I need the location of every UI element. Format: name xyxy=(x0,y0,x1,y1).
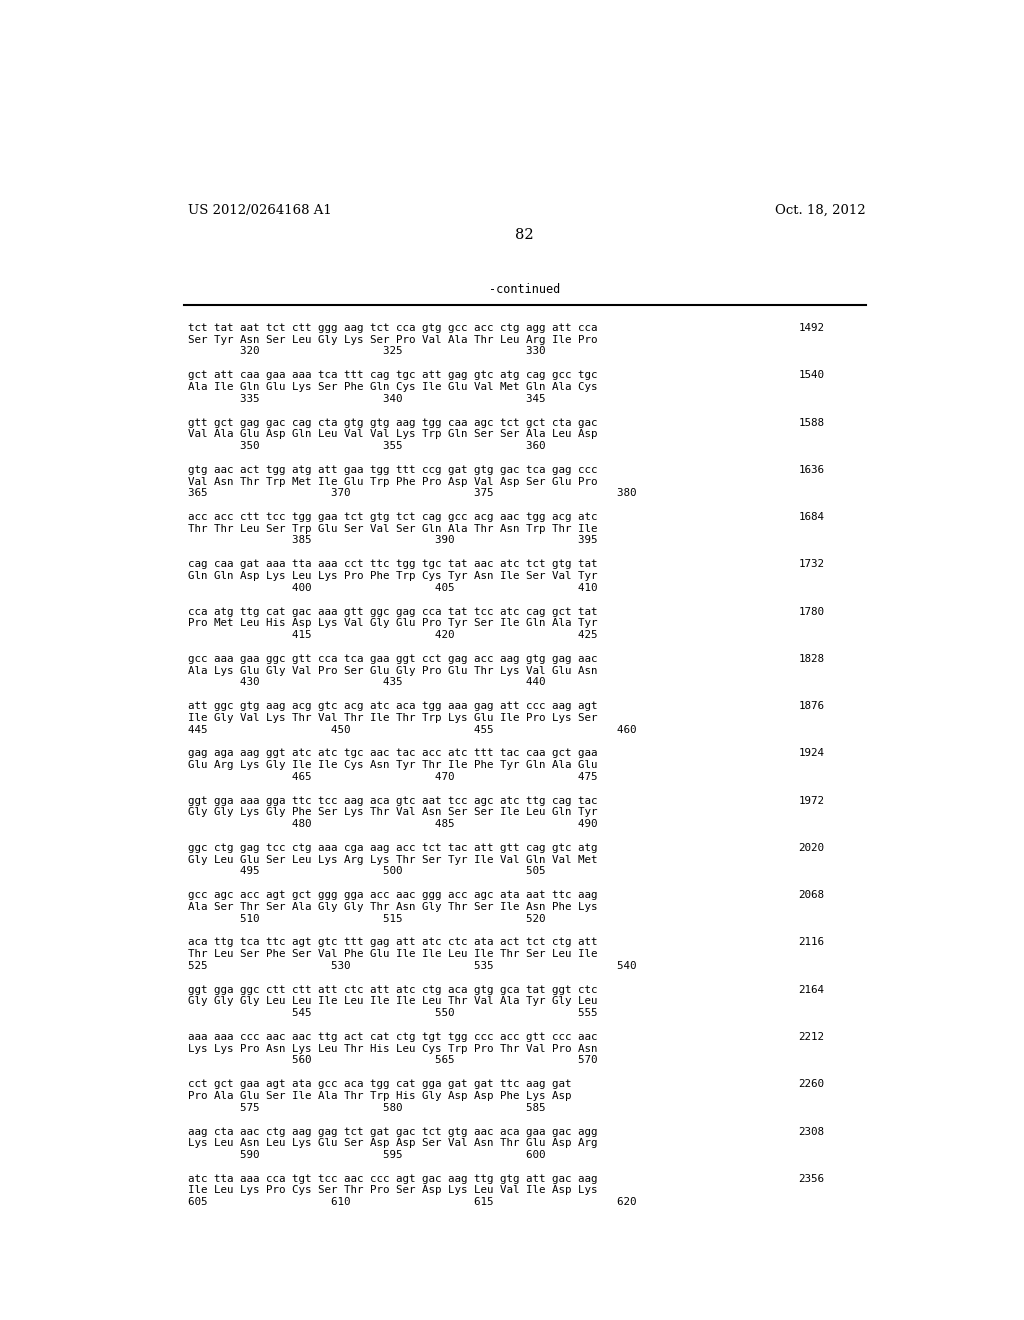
Text: 365                   370                   375                   380: 365 370 375 380 xyxy=(187,488,636,498)
Text: att ggc gtg aag acg gtc acg atc aca tgg aaa gag att ccc aag agt: att ggc gtg aag acg gtc acg atc aca tgg … xyxy=(187,701,597,711)
Text: gtg aac act tgg atg att gaa tgg ttt ccg gat gtg gac tca gag ccc: gtg aac act tgg atg att gaa tgg ttt ccg … xyxy=(187,465,597,475)
Text: 545                   550                   555: 545 550 555 xyxy=(187,1008,597,1018)
Text: 1636: 1636 xyxy=(799,465,824,475)
Text: 335                   340                   345: 335 340 345 xyxy=(187,393,545,404)
Text: 2116: 2116 xyxy=(799,937,824,948)
Text: 2260: 2260 xyxy=(799,1080,824,1089)
Text: 2020: 2020 xyxy=(799,843,824,853)
Text: Gln Gln Asp Lys Leu Lys Pro Phe Trp Cys Tyr Asn Ile Ser Val Tyr: Gln Gln Asp Lys Leu Lys Pro Phe Trp Cys … xyxy=(187,572,597,581)
Text: gcc agc acc agt gct ggg gga acc aac ggg acc agc ata aat ttc aag: gcc agc acc agt gct ggg gga acc aac ggg … xyxy=(187,890,597,900)
Text: ggt gga ggc ctt ctt att ctc att atc ctg aca gtg gca tat ggt ctc: ggt gga ggc ctt ctt att ctc att atc ctg … xyxy=(187,985,597,995)
Text: ggc ctg gag tcc ctg aaa cga aag acc tct tac att gtt cag gtc atg: ggc ctg gag tcc ctg aaa cga aag acc tct … xyxy=(187,843,597,853)
Text: gag aga aag ggt atc atc tgc aac tac acc atc ttt tac caa gct gaa: gag aga aag ggt atc atc tgc aac tac acc … xyxy=(187,748,597,759)
Text: 2356: 2356 xyxy=(799,1173,824,1184)
Text: cca atg ttg cat gac aaa gtt ggc gag cca tat tcc atc cag gct tat: cca atg ttg cat gac aaa gtt ggc gag cca … xyxy=(187,607,597,616)
Text: 400                   405                   410: 400 405 410 xyxy=(187,582,597,593)
Text: 495                   500                   505: 495 500 505 xyxy=(187,866,545,876)
Text: atc tta aaa cca tgt tcc aac ccc agt gac aag ttg gtg att gac aag: atc tta aaa cca tgt tcc aac ccc agt gac … xyxy=(187,1173,597,1184)
Text: 350                   355                   360: 350 355 360 xyxy=(187,441,545,451)
Text: Ala Ser Thr Ser Ala Gly Gly Thr Asn Gly Thr Ser Ile Asn Phe Lys: Ala Ser Thr Ser Ala Gly Gly Thr Asn Gly … xyxy=(187,902,597,912)
Text: Pro Ala Glu Ser Ile Ala Thr Trp His Gly Asp Asp Phe Lys Asp: Pro Ala Glu Ser Ile Ala Thr Trp His Gly … xyxy=(187,1090,571,1101)
Text: 385                   390                   395: 385 390 395 xyxy=(187,536,597,545)
Text: 445                   450                   455                   460: 445 450 455 460 xyxy=(187,725,636,734)
Text: Gly Gly Lys Gly Phe Ser Lys Thr Val Asn Ser Ser Ile Leu Gln Tyr: Gly Gly Lys Gly Phe Ser Lys Thr Val Asn … xyxy=(187,808,597,817)
Text: 1828: 1828 xyxy=(799,653,824,664)
Text: 2164: 2164 xyxy=(799,985,824,995)
Text: -continued: -continued xyxy=(489,282,560,296)
Text: cct gct gaa agt ata gcc aca tgg cat gga gat gat ttc aag gat: cct gct gaa agt ata gcc aca tgg cat gga … xyxy=(187,1080,571,1089)
Text: 1492: 1492 xyxy=(799,323,824,333)
Text: 480                   485                   490: 480 485 490 xyxy=(187,818,597,829)
Text: gcc aaa gaa ggc gtt cca tca gaa ggt cct gag acc aag gtg gag aac: gcc aaa gaa ggc gtt cca tca gaa ggt cct … xyxy=(187,653,597,664)
Text: Pro Met Leu His Asp Lys Val Gly Glu Pro Tyr Ser Ile Gln Ala Tyr: Pro Met Leu His Asp Lys Val Gly Glu Pro … xyxy=(187,618,597,628)
Text: acc acc ctt tcc tgg gaa tct gtg tct cag gcc acg aac tgg acg atc: acc acc ctt tcc tgg gaa tct gtg tct cag … xyxy=(187,512,597,523)
Text: 1684: 1684 xyxy=(799,512,824,523)
Text: gtt gct gag gac cag cta gtg gtg aag tgg caa agc tct gct cta gac: gtt gct gag gac cag cta gtg gtg aag tgg … xyxy=(187,417,597,428)
Text: 1588: 1588 xyxy=(799,417,824,428)
Text: Ser Tyr Asn Ser Leu Gly Lys Ser Pro Val Ala Thr Leu Arg Ile Pro: Ser Tyr Asn Ser Leu Gly Lys Ser Pro Val … xyxy=(187,335,597,345)
Text: 465                   470                   475: 465 470 475 xyxy=(187,772,597,781)
Text: Gly Leu Glu Ser Leu Lys Arg Lys Thr Ser Tyr Ile Val Gln Val Met: Gly Leu Glu Ser Leu Lys Arg Lys Thr Ser … xyxy=(187,854,597,865)
Text: US 2012/0264168 A1: US 2012/0264168 A1 xyxy=(187,205,332,216)
Text: 605                   610                   615                   620: 605 610 615 620 xyxy=(187,1197,636,1208)
Text: 430                   435                   440: 430 435 440 xyxy=(187,677,545,688)
Text: ggt gga aaa gga ttc tcc aag aca gtc aat tcc agc atc ttg cag tac: ggt gga aaa gga ttc tcc aag aca gtc aat … xyxy=(187,796,597,805)
Text: 525                   530                   535                   540: 525 530 535 540 xyxy=(187,961,636,970)
Text: 1540: 1540 xyxy=(799,371,824,380)
Text: 2308: 2308 xyxy=(799,1126,824,1137)
Text: Ile Leu Lys Pro Cys Ser Thr Pro Ser Asp Lys Leu Val Ile Asp Lys: Ile Leu Lys Pro Cys Ser Thr Pro Ser Asp … xyxy=(187,1185,597,1196)
Text: 560                   565                   570: 560 565 570 xyxy=(187,1056,597,1065)
Text: tct tat aat tct ctt ggg aag tct cca gtg gcc acc ctg agg att cca: tct tat aat tct ctt ggg aag tct cca gtg … xyxy=(187,323,597,333)
Text: 2068: 2068 xyxy=(799,890,824,900)
Text: 590                   595                   600: 590 595 600 xyxy=(187,1150,545,1160)
Text: 1972: 1972 xyxy=(799,796,824,805)
Text: Lys Lys Pro Asn Lys Leu Thr His Leu Cys Trp Pro Thr Val Pro Asn: Lys Lys Pro Asn Lys Leu Thr His Leu Cys … xyxy=(187,1044,597,1053)
Text: 1780: 1780 xyxy=(799,607,824,616)
Text: Glu Arg Lys Gly Ile Ile Cys Asn Tyr Thr Ile Phe Tyr Gln Ala Glu: Glu Arg Lys Gly Ile Ile Cys Asn Tyr Thr … xyxy=(187,760,597,770)
Text: 575                   580                   585: 575 580 585 xyxy=(187,1102,545,1113)
Text: Ile Gly Val Lys Thr Val Thr Ile Thr Trp Lys Glu Ile Pro Lys Ser: Ile Gly Val Lys Thr Val Thr Ile Thr Trp … xyxy=(187,713,597,723)
Text: cag caa gat aaa tta aaa cct ttc tgg tgc tat aac atc tct gtg tat: cag caa gat aaa tta aaa cct ttc tgg tgc … xyxy=(187,560,597,569)
Text: Ala Lys Glu Gly Val Pro Ser Glu Gly Pro Glu Thr Lys Val Glu Asn: Ala Lys Glu Gly Val Pro Ser Glu Gly Pro … xyxy=(187,665,597,676)
Text: aag cta aac ctg aag gag tct gat gac tct gtg aac aca gaa gac agg: aag cta aac ctg aag gag tct gat gac tct … xyxy=(187,1126,597,1137)
Text: Val Asn Thr Trp Met Ile Glu Trp Phe Pro Asp Val Asp Ser Glu Pro: Val Asn Thr Trp Met Ile Glu Trp Phe Pro … xyxy=(187,477,597,487)
Text: Thr Thr Leu Ser Trp Glu Ser Val Ser Gln Ala Thr Asn Trp Thr Ile: Thr Thr Leu Ser Trp Glu Ser Val Ser Gln … xyxy=(187,524,597,533)
Text: 320                   325                   330: 320 325 330 xyxy=(187,346,545,356)
Text: Gly Gly Gly Leu Leu Ile Leu Ile Ile Leu Thr Val Ala Tyr Gly Leu: Gly Gly Gly Leu Leu Ile Leu Ile Ile Leu … xyxy=(187,997,597,1006)
Text: Thr Leu Ser Phe Ser Val Phe Glu Ile Ile Leu Ile Thr Ser Leu Ile: Thr Leu Ser Phe Ser Val Phe Glu Ile Ile … xyxy=(187,949,597,960)
Text: Lys Leu Asn Leu Lys Glu Ser Asp Asp Ser Val Asn Thr Glu Asp Arg: Lys Leu Asn Leu Lys Glu Ser Asp Asp Ser … xyxy=(187,1138,597,1148)
Text: aaa aaa ccc aac aac ttg act cat ctg tgt tgg ccc acc gtt ccc aac: aaa aaa ccc aac aac ttg act cat ctg tgt … xyxy=(187,1032,597,1041)
Text: 82: 82 xyxy=(515,227,535,242)
Text: gct att caa gaa aaa tca ttt cag tgc att gag gtc atg cag gcc tgc: gct att caa gaa aaa tca ttt cag tgc att … xyxy=(187,371,597,380)
Text: 415                   420                   425: 415 420 425 xyxy=(187,630,597,640)
Text: 510                   515                   520: 510 515 520 xyxy=(187,913,545,924)
Text: 2212: 2212 xyxy=(799,1032,824,1041)
Text: Ala Ile Gln Glu Lys Ser Phe Gln Cys Ile Glu Val Met Gln Ala Cys: Ala Ile Gln Glu Lys Ser Phe Gln Cys Ile … xyxy=(187,381,597,392)
Text: Oct. 18, 2012: Oct. 18, 2012 xyxy=(775,205,866,216)
Text: Val Ala Glu Asp Gln Leu Val Val Lys Trp Gln Ser Ser Ala Leu Asp: Val Ala Glu Asp Gln Leu Val Val Lys Trp … xyxy=(187,429,597,440)
Text: 1924: 1924 xyxy=(799,748,824,759)
Text: aca ttg tca ttc agt gtc ttt gag att atc ctc ata act tct ctg att: aca ttg tca ttc agt gtc ttt gag att atc … xyxy=(187,937,597,948)
Text: 1732: 1732 xyxy=(799,560,824,569)
Text: 1876: 1876 xyxy=(799,701,824,711)
